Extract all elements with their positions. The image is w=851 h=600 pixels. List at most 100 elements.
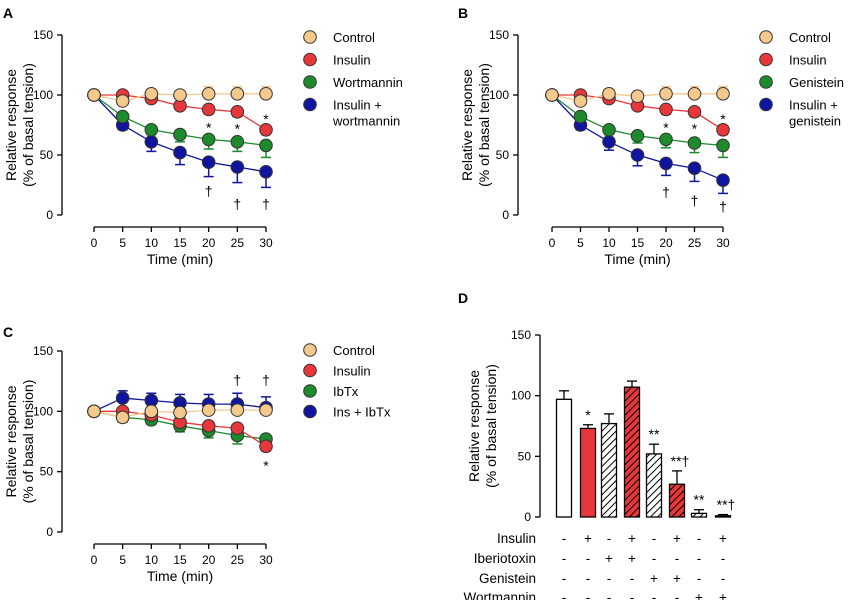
data-point (201, 155, 216, 169)
x-tick-label: 15 (631, 236, 645, 250)
data-point (259, 439, 273, 454)
table-cell: - (586, 571, 591, 586)
table-cell: - (607, 590, 612, 600)
x-tick-label: 20 (659, 236, 673, 250)
x-tick-label: 30 (259, 236, 273, 250)
bar-significance: * (585, 407, 591, 423)
significance-marker: † (691, 193, 699, 209)
data-point (716, 87, 730, 101)
data-point (573, 94, 588, 108)
data-point (115, 94, 130, 108)
data-point (230, 403, 245, 417)
bar (714, 515, 732, 518)
table-cell: + (719, 590, 727, 600)
data-point (144, 404, 159, 419)
y-tick-label: 100 (33, 88, 53, 102)
data-point (259, 138, 273, 153)
table-cell: - (607, 531, 612, 546)
data-point (230, 105, 245, 119)
table-cell: - (630, 571, 635, 586)
x-tick-label: 5 (119, 236, 126, 250)
x-tick-label: 10 (145, 553, 159, 567)
y-tick-label: 100 (489, 88, 509, 102)
table-cell: + (650, 571, 658, 586)
y-tick-label: 150 (511, 328, 531, 342)
data-point (173, 405, 187, 420)
y-axis-title-line2: (% of basal tension) (483, 364, 499, 488)
significance-marker: * (663, 119, 669, 135)
table-row-label: Genistein (479, 571, 536, 586)
table-cell: - (586, 590, 591, 600)
significance-marker: † (233, 372, 241, 388)
table-cell: - (721, 571, 726, 586)
y-tick-label: 50 (40, 148, 54, 162)
legend-label: genistein (789, 114, 841, 129)
y-tick-label: 100 (33, 404, 53, 418)
y-tick-label: 50 (40, 465, 54, 479)
legend-marker (303, 30, 317, 44)
legend-label: Insulin + (333, 98, 382, 113)
y-axis-title-line2: (% of basal tension) (476, 63, 492, 187)
legend-marker (303, 404, 317, 419)
table-cell: - (697, 531, 702, 546)
table-cell: - (630, 590, 635, 600)
table-cell: - (652, 531, 657, 546)
legend-label: Insulin (333, 364, 371, 379)
legend-label: Control (333, 343, 375, 358)
data-point (602, 87, 616, 101)
legend-label: Genistein (789, 75, 844, 90)
table-cell: - (675, 590, 680, 600)
data-point (573, 109, 588, 124)
data-point (716, 123, 730, 137)
data-point (115, 109, 130, 124)
x-axis-title: Time (min) (147, 568, 213, 584)
legend-label: Insulin + (789, 98, 838, 113)
y-tick-label: 50 (496, 148, 510, 162)
y-tick-label: 0 (46, 525, 53, 539)
data-point (201, 102, 216, 117)
data-point (630, 148, 645, 162)
significance-marker: * (263, 458, 269, 474)
panel-letter-a: A (3, 5, 13, 21)
table-cell: - (607, 571, 612, 586)
legend-label: Insulin (789, 53, 827, 68)
significance-marker: † (205, 183, 213, 199)
y-tick-label: 0 (524, 510, 531, 524)
y-tick-label: 50 (518, 449, 532, 463)
table-cell: - (562, 590, 567, 600)
panel-b-line-chart: 0 50 100 150 0 5 10 15 20 25 30 Time (min) Relative … (459, 28, 844, 267)
data-point (687, 136, 702, 150)
table-cell: - (675, 551, 680, 566)
data-point (602, 135, 616, 149)
significance-marker: † (233, 196, 241, 212)
table-cell: - (697, 551, 702, 566)
x-tick-label: 5 (577, 236, 584, 250)
x-tick-label: 0 (91, 236, 98, 250)
y-axis-title-line1: Relative response (466, 370, 482, 482)
x-tick-label: 25 (688, 236, 702, 250)
table-cell: + (584, 531, 592, 546)
data-point (201, 87, 216, 101)
table-cell: + (605, 551, 613, 566)
bar-significance: **† (717, 497, 736, 513)
x-tick-label: 15 (173, 236, 187, 250)
data-point (659, 87, 673, 101)
data-point (87, 88, 101, 102)
y-axis-title-line1: Relative response (3, 69, 19, 181)
data-point (545, 88, 559, 102)
x-tick-label: 10 (602, 236, 616, 250)
table-cell: - (586, 551, 591, 566)
y-tick-label: 150 (33, 28, 53, 42)
table-cell: - (562, 571, 567, 586)
legend-marker (759, 30, 773, 44)
panel-letter-d: D (458, 290, 468, 306)
legend-marker (303, 97, 317, 112)
legend-marker (303, 52, 317, 67)
data-point (659, 156, 673, 171)
data-point (115, 410, 130, 425)
data-point (687, 87, 702, 101)
data-point (173, 145, 187, 160)
y-tick-label: 0 (46, 208, 53, 222)
table-cell: + (695, 590, 703, 600)
x-tick-label: 25 (231, 553, 245, 567)
